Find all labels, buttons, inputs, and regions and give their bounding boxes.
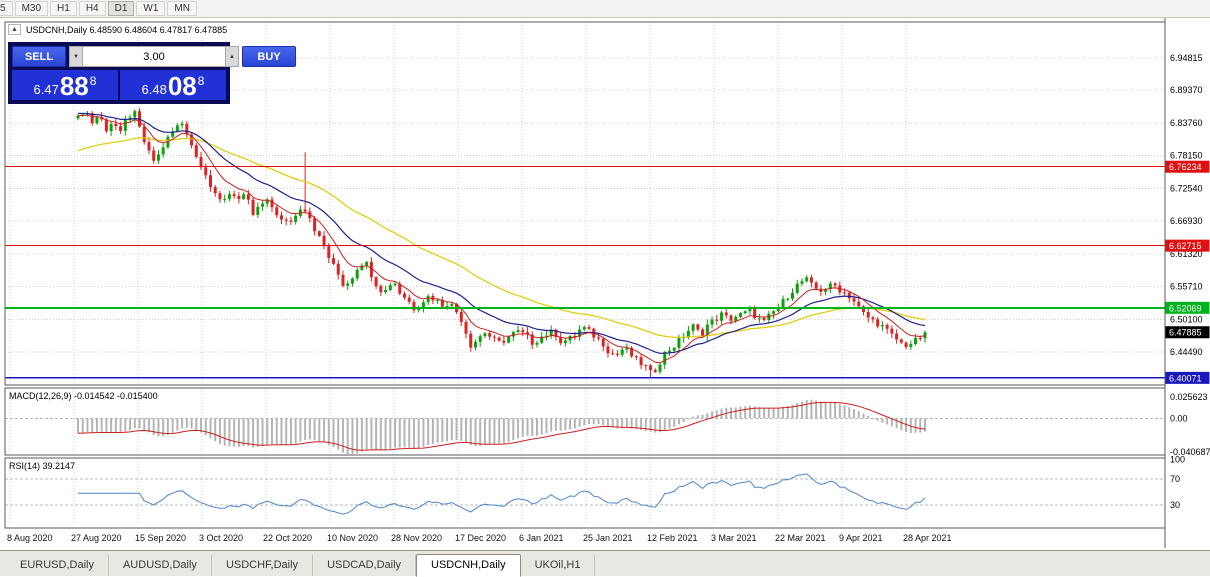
timeframe-button-w1[interactable]: W1 — [136, 1, 166, 16]
svg-text:6.44490: 6.44490 — [1170, 347, 1203, 357]
svg-text:17 Dec 2020: 17 Dec 2020 — [455, 533, 506, 543]
sell-button[interactable]: SELL — [12, 46, 66, 67]
timeframe-button-h4[interactable]: H4 — [78, 1, 106, 16]
buy-price-pips: 08 — [167, 71, 197, 102]
timeframe-button-h1[interactable]: H1 — [50, 1, 77, 16]
volume-spinner: ▼ ▲ — [69, 46, 239, 67]
svg-text:28 Apr 2021: 28 Apr 2021 — [903, 533, 952, 543]
svg-text:6.47885: 6.47885 — [1169, 328, 1202, 338]
chart-region: 6.94815 6.89370 6.83760 6.78150 6.72540 6.669… — [0, 18, 1210, 550]
svg-text:25 Jan 2021: 25 Jan 2021 — [583, 533, 633, 543]
svg-text:6.62715: 6.62715 — [1169, 241, 1202, 251]
svg-text:22 Oct 2020: 22 Oct 2020 — [263, 533, 312, 543]
sell-price-display[interactable]: 6.47 88 8 — [12, 70, 118, 100]
price-axis-labels: 6.94815 6.89370 6.83760 6.78150 6.72540 6.669… — [1170, 53, 1210, 510]
candlesticks — [76, 108, 927, 378]
svg-text:0.025623: 0.025623 — [1170, 392, 1208, 402]
timeframe-button-d1[interactable]: D1 — [107, 1, 135, 16]
ma-slow-line — [77, 137, 926, 338]
ma-fast-line — [77, 114, 926, 364]
level-price-label: 6.76234 — [1165, 160, 1210, 173]
trade-controls-row: SELL ▼ ▲ BUY — [12, 46, 296, 67]
svg-text:6.78150: 6.78150 — [1170, 151, 1203, 161]
svg-text:6.89370: 6.89370 — [1170, 85, 1203, 95]
chart-tab-usdchf[interactable]: USDCHF,Daily — [212, 555, 314, 576]
svg-text:0.00: 0.00 — [1170, 413, 1188, 423]
buy-button[interactable]: BUY — [242, 46, 296, 67]
sell-price-pipette: 8 — [89, 74, 97, 88]
panel-borders — [4, 18, 1166, 548]
svg-text:3 Oct 2020: 3 Oct 2020 — [199, 533, 243, 543]
svg-text:28 Nov 2020: 28 Nov 2020 — [391, 533, 442, 543]
svg-text:6.55710: 6.55710 — [1170, 282, 1203, 292]
time-axis-labels: 8 Aug 2020 27 Aug 2020 15 Sep 2020 3 Oct 20… — [7, 533, 952, 543]
chart-tab-audusd[interactable]: AUDUSD,Daily — [109, 555, 212, 576]
macd-histogram — [77, 399, 926, 454]
svg-text:100: 100 — [1170, 455, 1185, 465]
svg-text:6.72540: 6.72540 — [1170, 183, 1203, 193]
volume-input[interactable] — [83, 46, 225, 67]
level-price-label: 6.52069 — [1165, 301, 1210, 314]
macd-signal-line — [77, 401, 926, 451]
chart-tab-ukoil[interactable]: UKOil,H1 — [521, 555, 596, 576]
svg-text:8 Aug 2020: 8 Aug 2020 — [7, 533, 53, 543]
volume-decrease-button[interactable]: ▼ — [69, 46, 83, 67]
svg-text:10 Nov 2020: 10 Nov 2020 — [327, 533, 378, 543]
grid-lines — [5, 22, 1165, 528]
rsi-line — [78, 473, 926, 515]
svg-text:30: 30 — [1170, 500, 1180, 510]
chart-tab-usdcad[interactable]: USDCAD,Daily — [313, 555, 417, 576]
trade-prices-row: 6.47 88 8 6.48 08 8 — [12, 70, 226, 100]
chart-tab-eurusd[interactable]: EURUSD,Daily — [6, 555, 109, 576]
buy-price-display[interactable]: 6.48 08 8 — [120, 70, 226, 100]
svg-text:12 Feb 2021: 12 Feb 2021 — [647, 533, 698, 543]
svg-text:27 Aug 2020: 27 Aug 2020 — [71, 533, 122, 543]
indicator-guides — [5, 417, 1165, 506]
timeframe-button-m30[interactable]: M30 — [14, 1, 49, 16]
level-price-label: 6.62715 — [1165, 239, 1210, 252]
svg-text:6.94815: 6.94815 — [1170, 53, 1203, 63]
rsi-label: RSI(14) 39.2147 — [9, 461, 75, 471]
buy-price-int: 6.48 — [141, 82, 167, 97]
horizontal-level-lines — [5, 166, 1165, 379]
svg-text:6.61320: 6.61320 — [1170, 249, 1203, 259]
buy-price-pipette: 8 — [197, 74, 205, 88]
svg-text:6.66930: 6.66930 — [1170, 216, 1203, 226]
one-click-trade-panel: SELL ▼ ▲ BUY 6.47 88 8 6.48 08 8 — [8, 42, 296, 104]
sell-price-pips: 88 — [59, 71, 89, 102]
svg-text:70: 70 — [1170, 474, 1180, 484]
timeframe-button-mn[interactable]: MN — [167, 1, 197, 16]
svg-text:6.83760: 6.83760 — [1170, 118, 1203, 128]
chart-ohlc-label: ▲ USDCNH,Daily 6.48590 6.48604 6.47817 6… — [8, 24, 231, 35]
level-price-label: 6.40071 — [1165, 371, 1210, 384]
macd-label: MACD(12,26,9) -0.014542 -0.015400 — [9, 391, 158, 401]
svg-text:6.50100: 6.50100 — [1170, 314, 1203, 324]
svg-text:6.40071: 6.40071 — [1169, 373, 1202, 383]
volume-increase-button[interactable]: ▲ — [225, 46, 239, 67]
symbol-ohlc-readout: USDCNH,Daily 6.48590 6.48604 6.47817 6.4… — [26, 24, 228, 35]
svg-text:-0.040687: -0.040687 — [1170, 447, 1210, 457]
svg-text:3 Mar 2021: 3 Mar 2021 — [711, 533, 757, 543]
sell-price-int: 6.47 — [33, 82, 59, 97]
svg-text:6.76234: 6.76234 — [1169, 162, 1202, 172]
svg-text:9 Apr 2021: 9 Apr 2021 — [839, 533, 883, 543]
collapse-panel-arrow-icon[interactable]: ▲ — [8, 24, 21, 35]
ma-mid-line — [77, 112, 926, 354]
chart-tabs-bar: EURUSD,Daily AUDUSD,Daily USDCHF,Daily USDC… — [0, 550, 1210, 577]
chart-tab-usdcnh[interactable]: USDCNH,Daily — [416, 554, 521, 577]
timeframe-button-5[interactable]: 5 — [0, 1, 13, 16]
svg-text:6.52069: 6.52069 — [1169, 303, 1202, 313]
current-price-label: 6.47885 — [1165, 326, 1210, 339]
svg-text:15 Sep 2020: 15 Sep 2020 — [135, 533, 186, 543]
chart-canvas[interactable]: 6.94815 6.89370 6.83760 6.78150 6.72540 6.669… — [0, 18, 1210, 550]
timeframe-toolbar: 5 M30 H1 H4 D1 W1 MN — [0, 0, 1210, 18]
svg-text:6 Jan 2021: 6 Jan 2021 — [519, 533, 564, 543]
svg-text:22 Mar 2021: 22 Mar 2021 — [775, 533, 826, 543]
